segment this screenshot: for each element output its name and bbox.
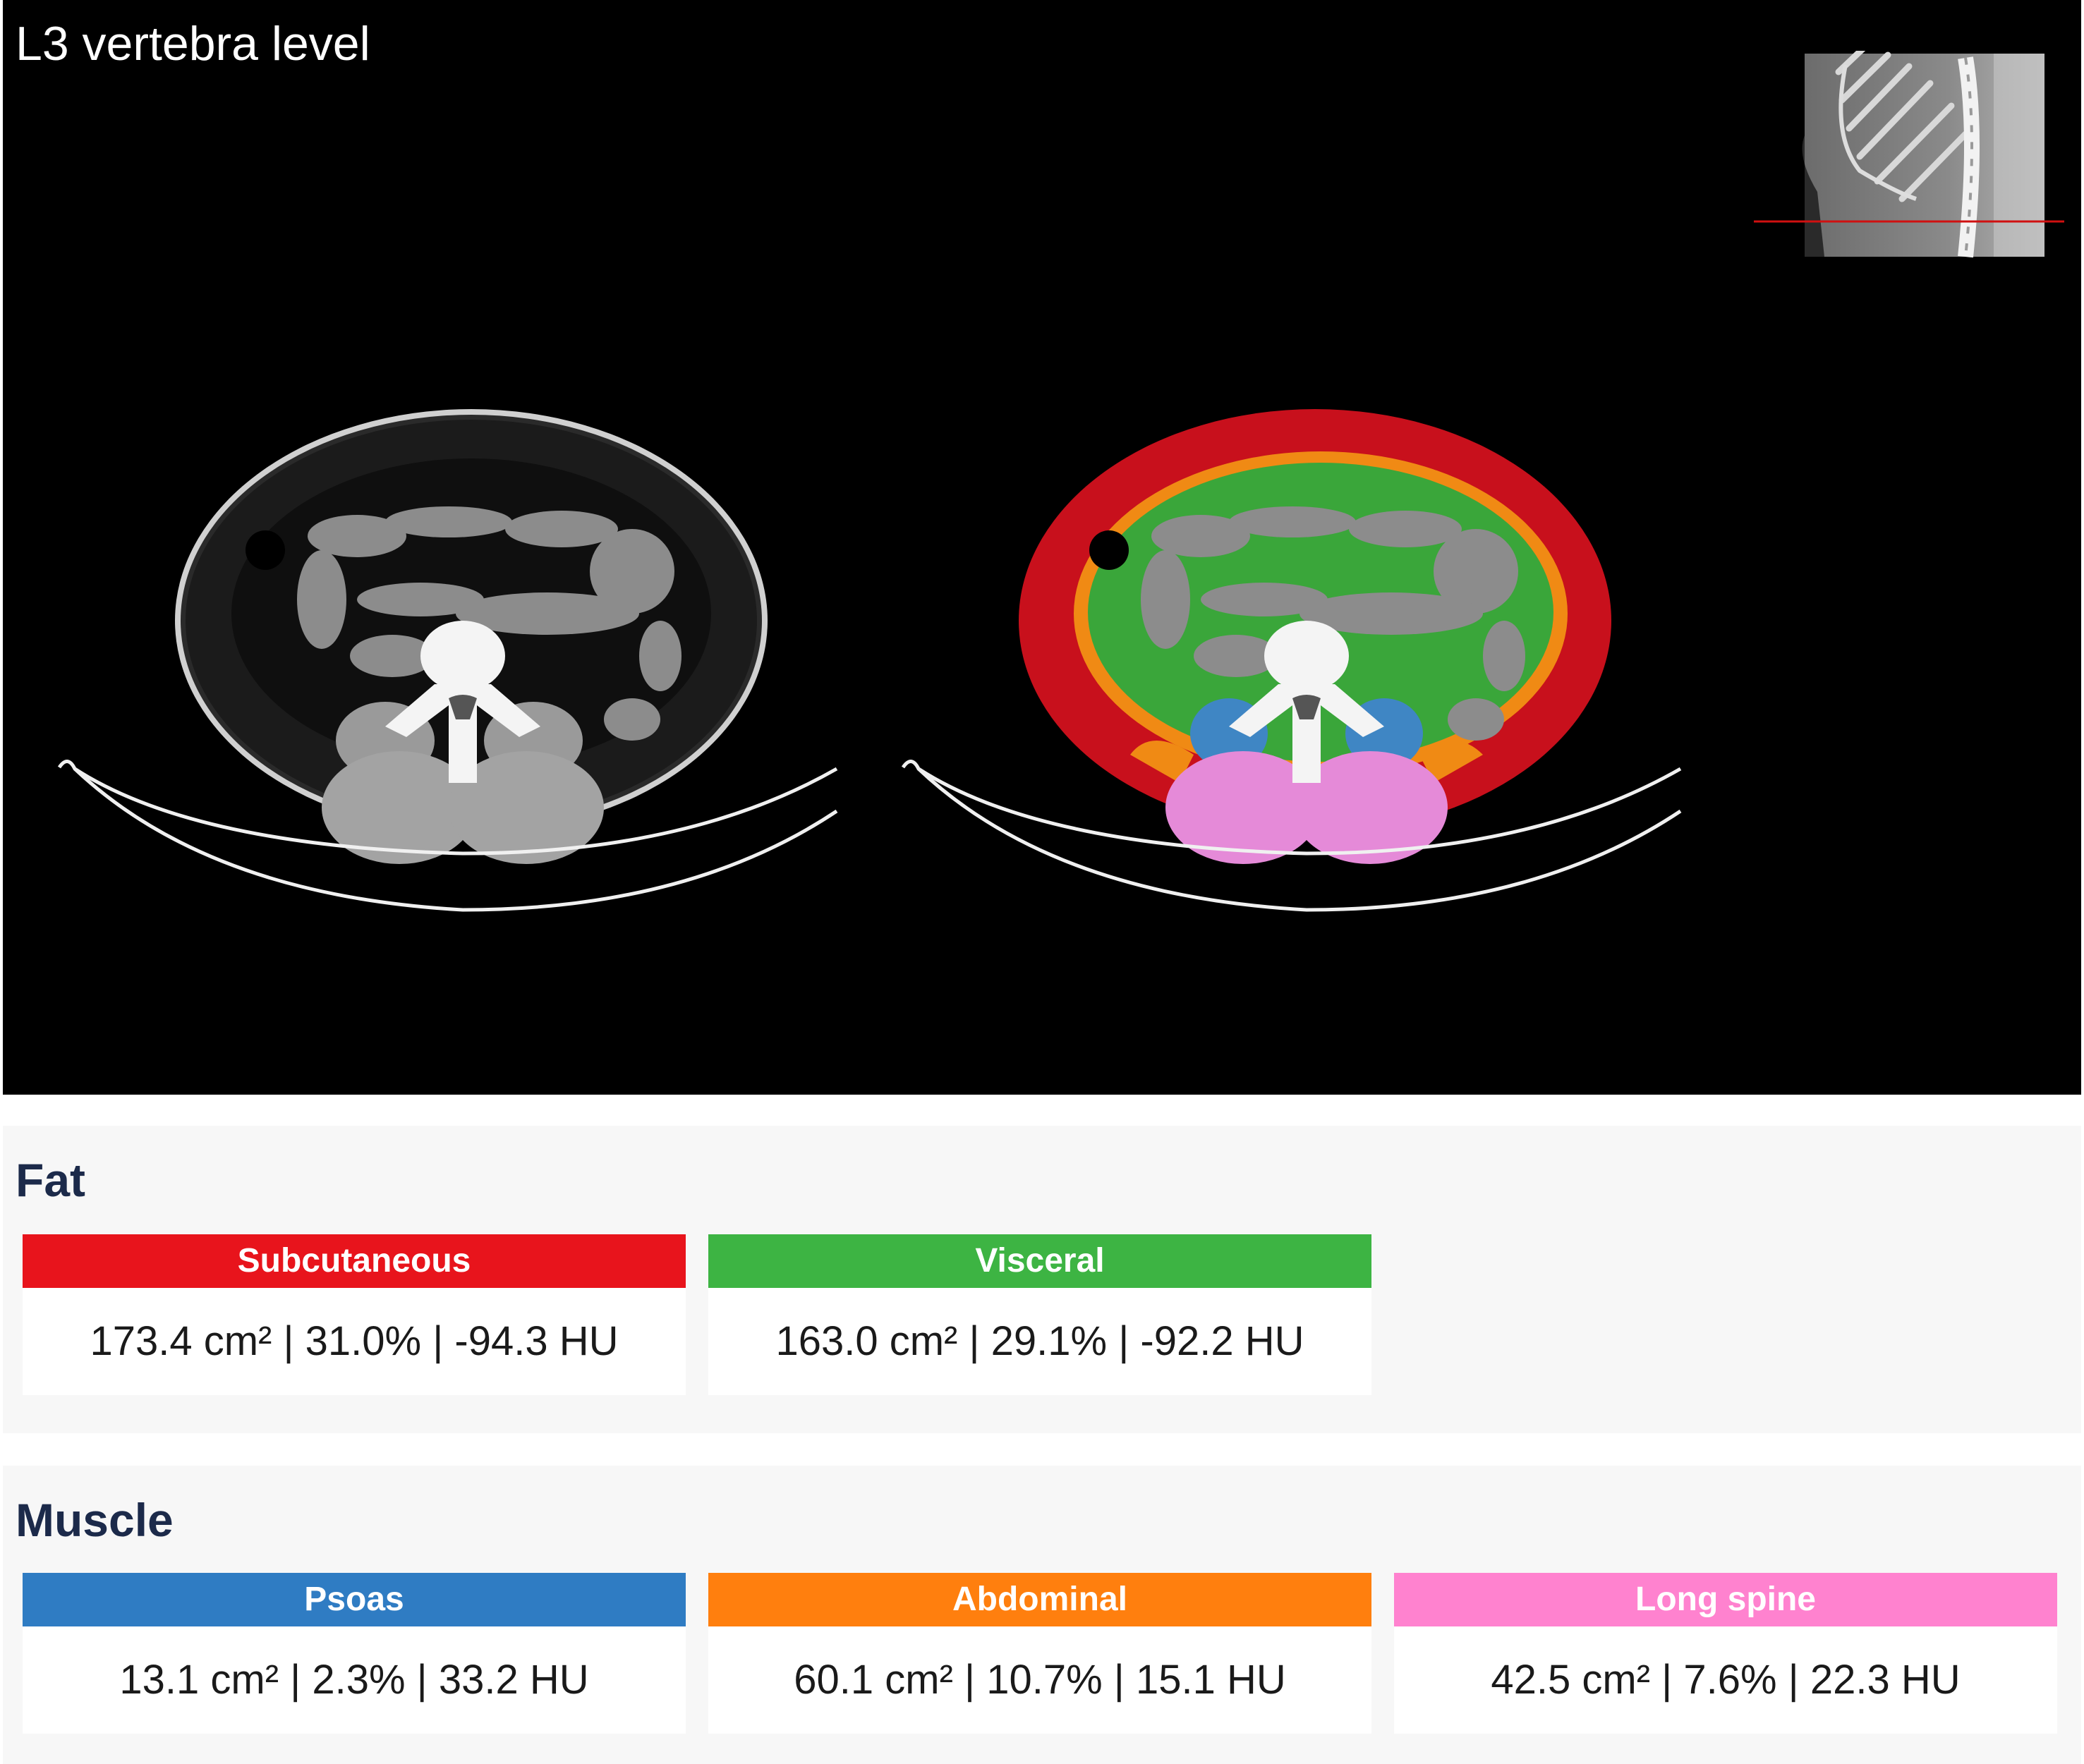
ct-slice-segmented[interactable]	[897, 388, 1702, 952]
visceral-value: 163.0 cm² | 29.1% | -92.2 HU	[775, 1318, 1304, 1364]
sagittal-scout-image[interactable]	[1754, 51, 2064, 260]
ct-slice-original[interactable]	[54, 388, 858, 952]
abdominal-label: Abdominal	[708, 1573, 1371, 1626]
abdominal-card: Abdominal 60.1 cm² | 10.7% | 15.1 HU	[708, 1573, 1371, 1734]
subcutaneous-value: 173.4 cm² | 31.0% | -94.3 HU	[90, 1318, 619, 1364]
muscle-panel: Muscle Psoas 13.1 cm² | 2.3% | 33.2 HU A…	[3, 1466, 2081, 1764]
psoas-label: Psoas	[23, 1573, 686, 1626]
fat-panel: Fat Subcutaneous 173.4 cm² | 31.0% | -94…	[3, 1126, 2081, 1433]
abdominal-value: 60.1 cm² | 10.7% | 15.1 HU	[794, 1657, 1286, 1703]
long-spine-value: 42.5 cm² | 7.6% | 22.3 HU	[1491, 1657, 1961, 1703]
long-spine-card: Long spine 42.5 cm² | 7.6% | 22.3 HU	[1394, 1573, 2057, 1734]
long-spine-label: Long spine	[1394, 1573, 2057, 1626]
fat-title: Fat	[16, 1154, 85, 1206]
subcutaneous-card: Subcutaneous 173.4 cm² | 31.0% | -94.3 H…	[23, 1234, 686, 1395]
muscle-title: Muscle	[16, 1494, 174, 1546]
ct-viewer: L3 vertebra level	[3, 0, 2081, 1095]
subcutaneous-label: Subcutaneous	[23, 1234, 686, 1288]
slice-level-title: L3 vertebra level	[16, 17, 370, 71]
visceral-label: Visceral	[708, 1234, 1371, 1288]
psoas-card: Psoas 13.1 cm² | 2.3% | 33.2 HU	[23, 1573, 686, 1734]
visceral-card: Visceral 163.0 cm² | 29.1% | -92.2 HU	[708, 1234, 1371, 1395]
psoas-value: 13.1 cm² | 2.3% | 33.2 HU	[119, 1657, 589, 1703]
